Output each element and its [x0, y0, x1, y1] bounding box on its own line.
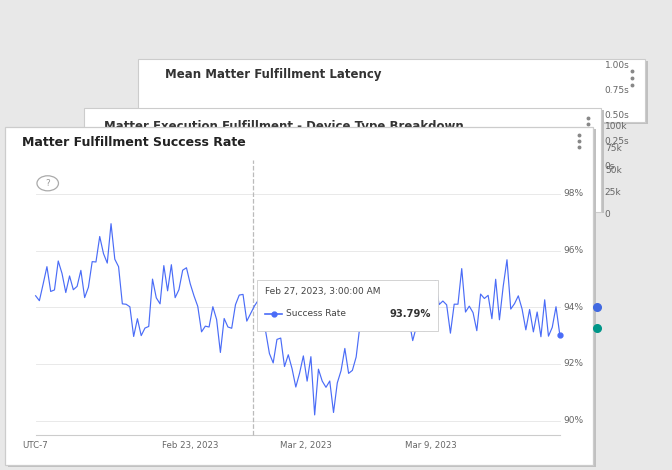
- Text: 0.50s: 0.50s: [605, 111, 630, 120]
- Text: Mean Matter Fulfillment Latency: Mean Matter Fulfillment Latency: [165, 68, 381, 81]
- Text: 0: 0: [605, 210, 611, 219]
- Text: 90%: 90%: [564, 416, 584, 425]
- FancyBboxPatch shape: [140, 61, 648, 124]
- FancyBboxPatch shape: [8, 129, 596, 467]
- Text: 25k: 25k: [605, 188, 622, 197]
- FancyBboxPatch shape: [5, 127, 593, 465]
- FancyBboxPatch shape: [257, 280, 438, 331]
- Text: Matter Fulfillment Success Rate: Matter Fulfillment Success Rate: [22, 136, 246, 149]
- FancyBboxPatch shape: [84, 108, 601, 212]
- Text: 0s: 0s: [605, 162, 615, 171]
- Text: UTC-7: UTC-7: [23, 441, 48, 450]
- Text: 1.00s: 1.00s: [605, 61, 630, 70]
- Text: Mar 2, 2023: Mar 2, 2023: [280, 441, 331, 450]
- Text: 50k: 50k: [605, 166, 622, 175]
- Text: Mar 9, 2023: Mar 9, 2023: [405, 441, 457, 450]
- Text: 93.79%: 93.79%: [390, 309, 431, 319]
- Text: Feb 23, 2023: Feb 23, 2023: [162, 441, 218, 450]
- Text: Success Rate: Success Rate: [286, 309, 346, 319]
- Text: Matter Execution Fulfillment - Device Type Breakdown: Matter Execution Fulfillment - Device Ty…: [104, 120, 464, 133]
- Text: 0.25s: 0.25s: [605, 137, 630, 146]
- Text: Feb 27, 2023, 3:00:00 AM: Feb 27, 2023, 3:00:00 AM: [265, 288, 381, 297]
- FancyBboxPatch shape: [138, 59, 645, 122]
- FancyBboxPatch shape: [87, 110, 604, 213]
- Text: 94%: 94%: [564, 303, 584, 312]
- Text: 98%: 98%: [564, 189, 584, 198]
- Text: 92%: 92%: [564, 360, 584, 368]
- Text: 96%: 96%: [564, 246, 584, 255]
- Text: ?: ?: [45, 179, 50, 188]
- Text: 0.75s: 0.75s: [605, 86, 630, 95]
- Text: 100k: 100k: [605, 122, 627, 131]
- Text: 75k: 75k: [605, 144, 622, 153]
